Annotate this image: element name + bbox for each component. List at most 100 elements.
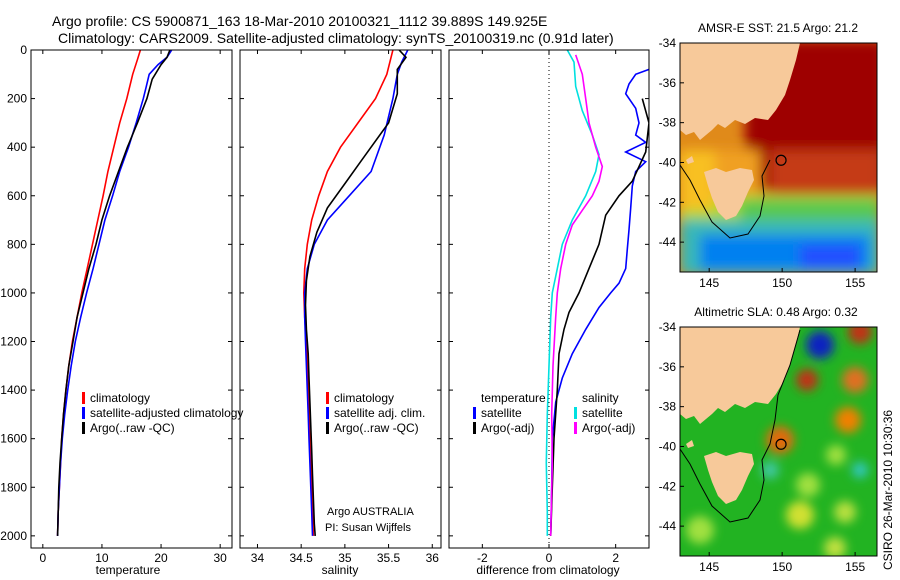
legend-swatch-black [473,422,476,434]
salinity-legend: climatology satellite adj. clim. Argo(..… [326,391,425,435]
island-shape [686,156,694,164]
map-y-tick-label: -36 [659,360,677,374]
difference-legend-sal-satellite: satellite [582,406,623,420]
map-y-tick-label: -44 [659,519,677,533]
y-tick-label: 600 [7,189,27,203]
legend-swatch-blue [326,407,329,419]
x-tick-label: 0 [39,551,46,565]
title-line-2: Climatology: CARS2009. Satellite-adjuste… [58,30,614,46]
legend-swatch-black [326,422,329,434]
map-x-tick-label: 145 [699,560,719,574]
salinity-legend-satellite: satellite adj. clim. [334,406,425,420]
series-line-satellite-adjusted-climatology [56,50,173,536]
sla-map-frame [679,326,878,557]
sla-map-panel: Altimetric SLA: 0.48 Argo: 0.32 [659,305,878,574]
x-tick-label: 35 [338,551,352,565]
difference-legend-sal-argo: Argo(-adj) [582,421,635,435]
map-y-tick-label: -34 [659,320,677,334]
map-x-tick-label: 155 [845,560,865,574]
sla-bathymetry-contour [680,329,801,523]
series-line-temperature-satellite [549,68,649,536]
series-line-temperature-argo-adj [549,98,649,536]
argo-float-marker [775,438,787,450]
sst-map-panel: AMSR-E SST: 21.5 Argo: 21.2 [659,21,878,290]
y-tick-label: 1000 [0,286,27,300]
credit-pi: PI: Susan Wijffels [325,522,411,534]
salinity-xlabel: salinity [322,563,359,577]
difference-legend-temp-argo: Argo(-adj) [481,421,534,435]
salinity-panel: 34 34.5 35 35.5 36 salinity climatology sate… [239,49,442,577]
x-tick-label: 10 [95,551,109,565]
y-tick-label: 200 [7,92,27,106]
csiro-timestamp: CSIRO 26-Mar-2010 10:30:36 [881,410,895,570]
difference-xlabel: difference from climatology [476,563,619,577]
map-y-tick-label: -36 [659,76,677,90]
tasmania-shape [704,452,754,504]
temperature-legend-satellite: satellite-adjusted climatology [90,406,243,420]
x-tick-label: -2 [477,551,488,565]
mainland-shape [680,43,800,140]
x-tick-label: 34.5 [289,551,313,565]
sst-map-title: AMSR-E SST: 21.5 Argo: 21.2 [698,21,858,35]
y-tick-label: 1400 [0,383,27,397]
map-y-tick-label: -38 [659,400,677,414]
map-x-tick-label: 155 [845,276,865,290]
y-tick-label: 1800 [0,480,27,494]
sst-bathymetry-contour [680,159,771,239]
map-y-tick-label: -42 [659,195,677,209]
series-line-salinity-satellite [545,50,600,536]
map-x-tick-label: 145 [699,276,719,290]
y-tick-label: 1600 [0,432,27,446]
legend-swatch-blue [82,407,85,419]
series-line-climatology [56,50,142,536]
salinity-legend-climatology: climatology [334,391,394,405]
legend-swatch-blue [473,407,476,419]
difference-panel: -2 0 2 difference from climatology tempera… [448,49,650,577]
y-tick-label: 2000 [0,529,27,543]
sst-field [680,43,877,272]
sst-map-frame [679,42,878,273]
salinity-legend-argo: Argo(..raw -QC) [334,421,419,435]
y-tick-label: 800 [7,237,27,251]
mainland-shape [680,327,800,424]
credit-argo-australia: Argo AUSTRALIA [327,506,414,518]
y-tick-label: 0 [20,43,27,57]
x-tick-label: 36 [426,551,440,565]
temperature-panel: 0 10 20 30 0 200 400 600 800 1000 1200 1400 1600 1800… [0,43,243,577]
map-y-tick-label: -34 [659,36,677,50]
x-tick-label: 20 [154,551,168,565]
y-tick-label: 1200 [0,335,27,349]
map-y-tick-label: -38 [659,116,677,130]
island-shape [686,440,694,448]
map-x-tick-label: 150 [772,276,792,290]
temperature-legend-argo: Argo(..raw -QC) [90,421,175,435]
map-y-tick-label: -42 [659,479,677,493]
legend-swatch-magenta [574,422,577,434]
x-tick-label: 0 [546,551,553,565]
legend-swatch-red [82,392,85,404]
difference-legend-temp-satellite: satellite [481,406,522,420]
difference-legend-salinity-header: salinity [582,391,619,405]
map-y-tick-label: -44 [659,235,677,249]
series-line-argo-raw-qc [304,50,408,536]
series-line-climatology [302,50,394,536]
x-tick-label: 2 [612,551,619,565]
series-line-satellite-adj-clim [303,50,409,536]
temperature-legend: climatology satellite-adjusted climatolo… [82,391,243,435]
title-line-1: Argo profile: CS 5900871_163 18-Mar-2010… [52,13,547,29]
temperature-legend-climatology: climatology [90,391,150,405]
series-line-argo-raw-qc [56,50,171,536]
temperature-axes-box [30,49,233,549]
salinity-axes-box [239,49,442,549]
difference-legend: temperature salinity satellite Argo(-adj… [473,391,635,435]
temperature-xlabel: temperature [96,563,161,577]
sla-field [680,327,877,556]
x-tick-label: 35.5 [377,551,401,565]
y-tick-label: 400 [7,140,27,154]
argo-float-marker [775,154,787,166]
legend-swatch-cyan [574,407,577,419]
difference-legend-temperature-header: temperature [481,391,546,405]
x-tick-label: 30 [213,551,227,565]
tasmania-shape [704,168,754,220]
legend-swatch-red [326,392,329,404]
